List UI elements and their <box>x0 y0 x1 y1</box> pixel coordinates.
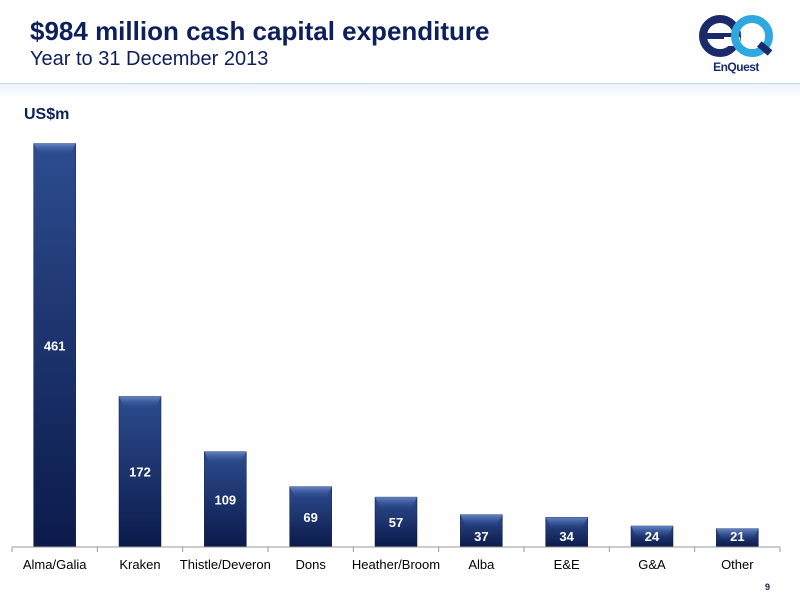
bar-highlight <box>545 517 588 530</box>
bar-value-label: 172 <box>129 465 151 480</box>
logo-wordmark: EnQuest <box>713 60 759 74</box>
x-tick-label: Other <box>721 557 754 572</box>
bar-highlight <box>33 143 76 156</box>
bar <box>33 143 76 548</box>
bar <box>204 451 247 548</box>
bar-highlight <box>289 486 332 499</box>
bar-group: 69 <box>289 486 332 548</box>
bar-chart: 461 172 109 69 57 37 34 24 21 Alma/Galia Kraken Th… <box>11 143 781 572</box>
bar-group: 34 <box>545 516 588 548</box>
x-tick-label: E&E <box>554 557 580 572</box>
slide-title: $984 million cash capital expenditure <box>30 16 490 46</box>
bar-value-label: 37 <box>474 529 488 544</box>
header-band <box>0 84 800 98</box>
bar-group: 24 <box>630 525 674 548</box>
bar <box>118 396 162 548</box>
bar-highlight <box>631 525 673 538</box>
header-divider <box>0 83 800 84</box>
x-tick-label: Alma/Galia <box>23 557 87 572</box>
bar-highlight <box>375 497 417 510</box>
slide-subtitle: Year to 31 December 2013 <box>30 48 269 70</box>
bar-value-label: 57 <box>389 515 403 530</box>
page-number: 9 <box>764 582 770 592</box>
x-tick-label: Thistle/Deveron <box>180 557 271 572</box>
x-tick-label: Heather/Broom <box>352 557 440 572</box>
bar-highlight <box>716 528 759 541</box>
bar-highlight <box>119 396 161 409</box>
bar-value-label: 69 <box>303 510 317 525</box>
bar-group: 109 <box>204 451 247 548</box>
bar-highlight <box>204 451 247 464</box>
eq-logo-icon <box>699 15 773 57</box>
bar-group: 37 <box>460 514 503 548</box>
x-tick-label: Alba <box>468 557 495 572</box>
bar-value-label: 21 <box>730 529 744 544</box>
bar-group: 172 <box>118 396 162 548</box>
y-unit-label: US$m <box>24 106 70 123</box>
x-tick-label: Dons <box>295 557 326 572</box>
bar-group: 57 <box>374 496 418 548</box>
bar-value-label: 109 <box>214 492 236 507</box>
bar-group: 461 <box>33 143 76 548</box>
bar-highlight <box>460 514 503 527</box>
x-tick-label: G&A <box>638 557 666 572</box>
bar-value-label: 34 <box>559 529 574 544</box>
bar-value-label: 461 <box>44 338 66 353</box>
bar-value-label: 24 <box>645 529 660 544</box>
x-tick-label: Kraken <box>119 557 160 572</box>
enquest-logo: EnQuest <box>696 10 776 76</box>
bar-group: 21 <box>716 528 759 548</box>
